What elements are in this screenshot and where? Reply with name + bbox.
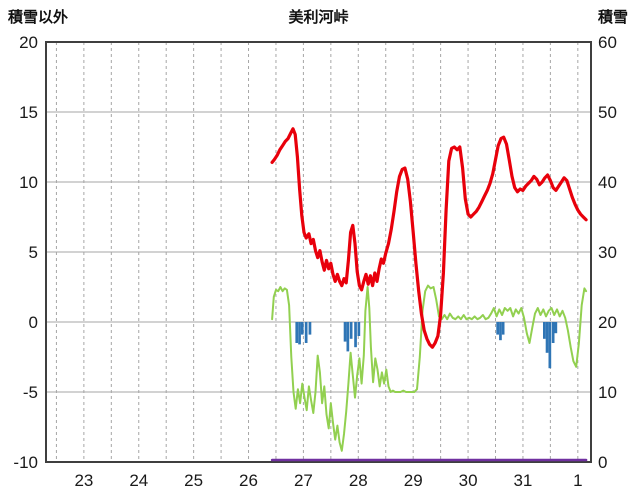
green-line [271,284,588,452]
blue-bars [545,322,549,353]
right-axis-tick-label: 30 [598,243,617,262]
blue-bars [308,322,312,335]
right-axis-tick-label: 50 [598,103,617,122]
left-axis-tick-label: 20 [19,33,38,52]
blue-bars [496,322,499,335]
blue-bars [346,322,350,352]
blue-bars [357,322,361,336]
blue-bars [543,322,546,339]
x-axis-tick-label: 27 [294,471,313,490]
right-axis-tick-label: 60 [598,33,617,52]
blue-bars [343,322,347,342]
x-axis-tick-label: 23 [74,471,93,490]
x-axis-tick-label: 26 [239,471,258,490]
blue-bars [349,322,353,339]
blue-bars [304,322,308,343]
x-axis-tick-label: 25 [184,471,203,490]
right-axis-tick-label: 10 [598,383,617,402]
left-axis-title: 積雪以外 [8,9,69,26]
red-line [270,127,588,349]
blue-bars [499,322,502,341]
x-axis-tick-label: 29 [404,471,423,490]
left-axis-tick-label: 0 [29,313,38,332]
x-axis-tick-label: 1 [573,471,582,490]
blue-bars [548,322,552,369]
blue-bars [300,322,304,335]
blue-bars [295,322,299,343]
right-axis-tick-label: 20 [598,313,617,332]
left-axis-tick-label: -5 [23,383,38,402]
x-axis-tick-label: 28 [349,471,368,490]
blue-bars [298,322,301,345]
plot-border [45,41,592,463]
x-axis-tick-label: 31 [513,471,532,490]
left-axis-tick-label: 10 [19,173,38,192]
left-axis-tick-label: -10 [13,453,38,472]
blue-bars [551,322,555,343]
left-axis-tick-label: 5 [29,243,38,262]
chart-title: 美利河峠 [288,9,349,26]
blue-bars [554,322,558,334]
left-axis-tick-label: 15 [19,103,38,122]
right-axis-title: 積雪 [597,9,628,26]
right-axis-tick-label: 0 [598,453,607,472]
blue-bars [501,322,505,335]
blue-bars [354,322,357,348]
x-axis-tick-label: 24 [129,471,148,490]
right-axis-tick-label: 40 [598,173,617,192]
x-axis-tick-label: 30 [459,471,478,490]
